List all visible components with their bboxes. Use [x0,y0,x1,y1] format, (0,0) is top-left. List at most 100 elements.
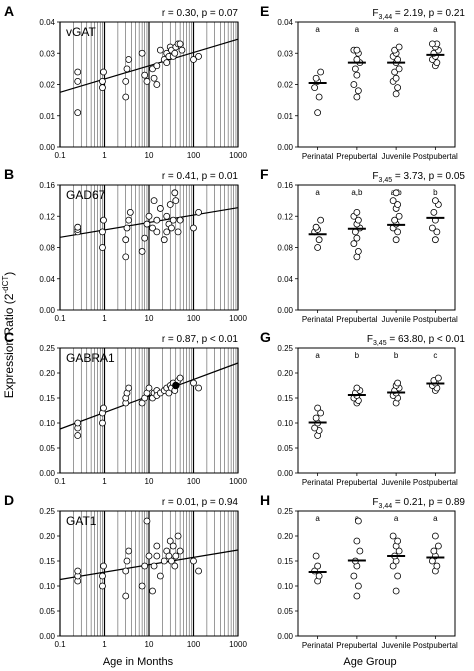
y-tick-label: 0.08 [277,244,293,253]
data-point [141,71,149,79]
data-point [176,374,184,382]
data-point [99,84,106,92]
data-point [392,587,400,595]
y-tick-label: 0.04 [277,18,293,27]
data-point [391,216,399,224]
stat-label: r = 0.87, p < 0.01 [162,334,239,345]
data-point [99,228,106,236]
data-point [145,552,153,560]
data-point [145,212,153,220]
data-point [317,409,325,417]
significance-letter: b [394,351,399,360]
significance-letter: b [433,188,438,197]
panel-letter: C [4,329,14,345]
y-tick-label: 0.16 [39,181,55,190]
significance-letter: c [433,351,437,360]
data-point [176,547,184,555]
data-point [149,587,156,595]
x-tick-label: 1 [102,151,107,160]
plot-frame [297,21,456,148]
data-point [172,552,180,560]
gene-title: GAT1 [66,514,97,528]
gene-title: GAD67 [66,188,106,202]
y-tick-label: 0.05 [39,444,55,453]
data-point [176,40,184,48]
y-tick-label: 0.04 [277,275,293,284]
data-point [354,517,362,525]
data-point [166,537,174,545]
y-tick-label: 0.10 [39,419,55,428]
data-point [123,65,131,73]
data-point [99,572,106,580]
data-point [394,201,402,208]
y-tick-label: 0.15 [277,557,293,566]
y-tick-label: 0.16 [277,181,293,190]
x-tick-label: 100 [187,151,201,160]
data-point [74,432,82,439]
data-point [122,592,130,600]
x-tick-label: 1 [102,477,107,486]
y-tick-label: 0.05 [277,444,293,453]
y-tick-label: 0.02 [39,81,55,90]
left-y-axis-label: Expression Ratio (2-dCT) [1,272,16,399]
data-point [314,562,322,570]
data-point [74,109,82,117]
plot-frame [59,21,239,148]
x-tick-label: 1 [102,314,107,323]
data-point [143,517,151,525]
data-point [350,81,358,88]
data-point [123,557,131,565]
x-tick-label: 1000 [229,151,247,160]
data-point [389,532,397,540]
data-point [392,236,400,244]
y-tick-label: 0.10 [39,582,55,591]
data-point [433,562,441,570]
y-tick-label: 0.25 [277,344,293,353]
data-point [353,208,361,216]
x-tick-label: 10 [145,477,154,486]
data-point [391,68,399,76]
data-point [395,547,403,555]
data-point [190,56,197,63]
data-point [314,109,322,117]
x-tick-label: 1000 [229,640,247,649]
panel-b: B 0.1 1 10 100 1000 GAD67 r = 0.41, p = 0.01 0.0… [4,166,247,323]
right-x-axis-label: Age Group [343,656,396,668]
data-point [153,552,161,560]
data-point [392,189,400,197]
data-point [353,56,361,63]
data-point [100,216,107,224]
data-point [195,384,202,392]
significance-letter: a,b [351,188,363,197]
data-point [395,65,403,73]
data-point [153,542,161,550]
data-point [394,228,402,236]
x-tick-label: 0.1 [54,477,66,486]
x-tick-label: 1 [102,640,107,649]
data-point [149,224,156,232]
stat-label: r = 0.30, p = 0.07 [162,8,239,19]
y-tick-label: 0.04 [39,275,55,284]
data-point [392,90,400,98]
data-point [430,208,438,216]
significance-letter: b [355,351,360,360]
data-point [350,240,358,247]
significance-letter: a [315,25,320,34]
data-point [166,201,174,208]
data-point [389,197,397,205]
data-point [138,582,146,590]
data-point [312,223,320,231]
data-point [125,384,133,392]
y-tick-label: 0.25 [39,344,55,353]
data-point [395,43,403,51]
y-tick-label: 0.02 [277,81,293,90]
data-point [317,68,325,76]
y-tick-label: 0.15 [39,394,55,403]
data-point [394,537,402,545]
data-point [99,582,106,590]
data-point [174,228,182,236]
y-tick-label: 0.00 [277,469,293,478]
data-point [122,77,130,85]
category-label: Postpubertal [413,315,458,324]
data-point [74,419,82,427]
